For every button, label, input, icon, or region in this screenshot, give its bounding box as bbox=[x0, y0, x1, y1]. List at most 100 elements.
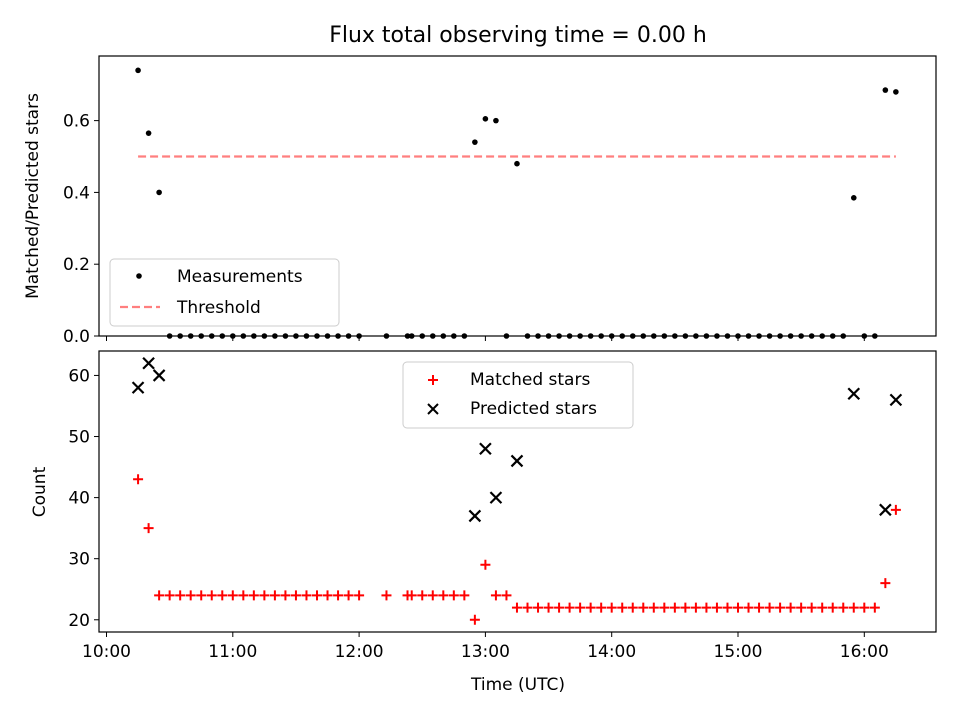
matched-star-point bbox=[606, 602, 617, 613]
x-tick-label: 16:00 bbox=[840, 642, 889, 662]
top-legend-box bbox=[109, 258, 340, 327]
measurement-point bbox=[472, 139, 478, 145]
y-tick-label: 20 bbox=[68, 611, 90, 631]
matched-star-point bbox=[775, 602, 786, 613]
matched-star-point bbox=[248, 590, 259, 601]
bottom-panel: 10:00 11:00 12:00 13:00 14:00 15:00 16:00 20 30 4… bbox=[30, 350, 937, 695]
matched-star-point bbox=[206, 590, 217, 601]
matched-star-point bbox=[259, 590, 270, 601]
matched-star-point bbox=[796, 602, 807, 613]
matched-star-point bbox=[490, 590, 501, 601]
matched-star-point bbox=[733, 602, 743, 613]
y-tick-label: 40 bbox=[68, 489, 90, 509]
x-tick-label: 12:00 bbox=[335, 642, 384, 662]
x-tick-label: 11:00 bbox=[208, 642, 257, 662]
matched-star-point bbox=[469, 614, 480, 625]
matched-star-point bbox=[564, 602, 575, 613]
measurement-point bbox=[493, 117, 499, 124]
matched-star-point bbox=[154, 590, 165, 601]
matched-star-point bbox=[354, 590, 365, 601]
measurement-point bbox=[882, 87, 889, 93]
y-tick-label: 60 bbox=[68, 366, 90, 386]
legend-measurements-swatch bbox=[136, 273, 142, 279]
x-axis-label: Time (UTC) bbox=[470, 675, 565, 695]
matched-star-point bbox=[648, 602, 659, 613]
matched-star-point bbox=[238, 590, 249, 601]
matched-star-point bbox=[585, 602, 596, 613]
bottom-legend-box bbox=[402, 361, 634, 429]
matched-star-point bbox=[533, 602, 544, 613]
matched-star-point bbox=[448, 590, 459, 601]
matched-star-point bbox=[575, 602, 586, 613]
matched-star-point bbox=[669, 602, 680, 613]
matched-star-point bbox=[722, 602, 733, 613]
measurement-point bbox=[850, 194, 857, 201]
chart-title: Flux total observing time = 0.00 h bbox=[329, 23, 707, 48]
measurement-point bbox=[482, 116, 489, 122]
predicted-star-point bbox=[889, 393, 903, 407]
matched-star-point bbox=[196, 590, 207, 601]
matched-star-point bbox=[459, 590, 470, 601]
top-legend: Measurements Threshold bbox=[109, 258, 340, 327]
predicted-star-point bbox=[142, 356, 155, 370]
matched-star-point bbox=[269, 590, 280, 601]
y-tick-label: 0.2 bbox=[63, 255, 90, 275]
matched-star-point bbox=[838, 602, 849, 613]
matched-star-point bbox=[638, 602, 649, 613]
predicted-star-point bbox=[847, 387, 861, 401]
matched-star-point bbox=[869, 602, 880, 613]
matched-star-point bbox=[817, 602, 828, 613]
top-y-axis-label: Matched/Predicted stars bbox=[23, 93, 43, 299]
matched-star-point bbox=[764, 602, 775, 613]
y-tick-label: 0.6 bbox=[63, 112, 90, 132]
y-tick-label: 50 bbox=[68, 428, 90, 448]
y-tick-label: 0.4 bbox=[63, 183, 90, 203]
matched-star-point bbox=[290, 590, 301, 601]
predicted-star-point bbox=[489, 491, 503, 504]
matched-star-point bbox=[417, 590, 428, 601]
matched-star-point bbox=[164, 590, 175, 601]
x-tick-label: 14:00 bbox=[587, 642, 636, 662]
matched-star-point bbox=[543, 602, 554, 613]
matched-star-point bbox=[427, 590, 438, 601]
matched-star-point bbox=[880, 578, 891, 589]
matched-star-point bbox=[143, 523, 154, 534]
matched-star-point bbox=[301, 590, 312, 601]
matched-star-point bbox=[743, 602, 754, 613]
matched-star-point bbox=[406, 590, 417, 601]
matched-star-point bbox=[754, 602, 765, 613]
y-tick-label: 30 bbox=[68, 550, 90, 570]
matched-star-point bbox=[185, 590, 196, 601]
measurement-point bbox=[135, 67, 141, 74]
matched-star-point bbox=[227, 590, 238, 601]
matched-star-point bbox=[333, 590, 344, 601]
matched-star-point bbox=[501, 590, 512, 601]
matched-star-point bbox=[217, 590, 228, 601]
bottom-panel-ticks: 10:00 11:00 12:00 13:00 14:00 15:00 16:00 20 30 4… bbox=[68, 366, 888, 662]
predicted-star-point bbox=[152, 369, 166, 382]
top-panel: 0.0 0.2 0.4 0.6 Matched/Predicted stars Mea… bbox=[23, 55, 937, 347]
legend-matched-label: Matched stars bbox=[470, 370, 590, 390]
top-panel-frame bbox=[98, 55, 937, 337]
measurement-point bbox=[156, 189, 162, 196]
bottom-y-axis-label: Count bbox=[30, 466, 50, 517]
predicted-star-point bbox=[131, 381, 145, 394]
legend-measurements-label: Measurements bbox=[177, 267, 303, 287]
y-tick-label: 0.0 bbox=[63, 327, 90, 347]
matched-star-point bbox=[690, 602, 701, 613]
predicted-star-point bbox=[510, 454, 524, 468]
matched-star-point bbox=[343, 590, 354, 601]
measurement-point bbox=[514, 160, 520, 167]
x-tick-label: 15:00 bbox=[714, 642, 763, 662]
matched-star-point bbox=[596, 602, 607, 613]
measurement-point bbox=[893, 89, 899, 95]
matched-star-point bbox=[848, 602, 859, 613]
matched-star-point bbox=[890, 504, 901, 515]
legend-predicted-label: Predicted stars bbox=[470, 399, 597, 419]
matched-star-point bbox=[859, 602, 870, 613]
matched-star-point bbox=[785, 602, 796, 613]
matched-star-point bbox=[322, 590, 333, 601]
matched-star-point bbox=[806, 602, 817, 613]
matched-star-point bbox=[659, 602, 670, 613]
